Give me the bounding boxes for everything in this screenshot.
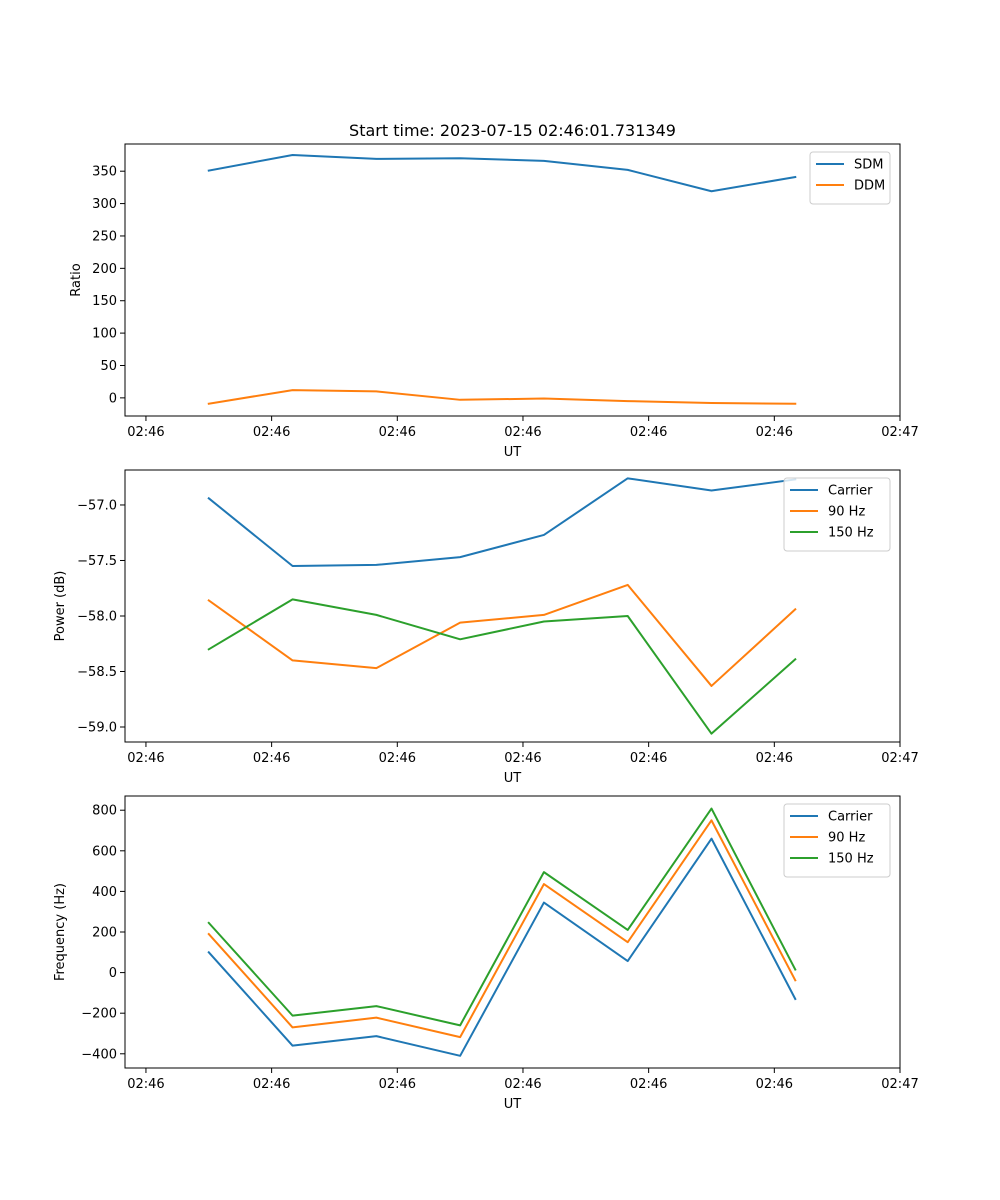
y-tick-label: −57.5 (77, 554, 117, 569)
legend-label: 150 Hz (828, 526, 874, 541)
x-tick-label: 02:46 (756, 751, 793, 766)
chart-panel-3: 02:46 02:46 02:46 02:46 02:46 02:46 02:47 −400 −… (53, 795, 919, 1112)
y-tick-label: −400 (81, 1047, 117, 1062)
y-tick-label: 200 (92, 926, 117, 941)
legend-label: 150 Hz (828, 852, 874, 867)
x-axis-label: UT (504, 445, 522, 460)
x-tick-label: 02:47 (881, 425, 918, 440)
y-tick-label: 100 (92, 327, 117, 342)
y-axis-label: Frequency (Hz) (53, 883, 68, 981)
series-group (207, 154, 797, 405)
legend: Carrier 90 Hz 150 Hz (783, 803, 891, 878)
y-tick-label: 50 (100, 359, 117, 374)
y-tick-label: 200 (92, 262, 117, 277)
x-tick-label: 02:46 (379, 1077, 416, 1092)
y-tick-label: −58.5 (77, 665, 117, 680)
y-tick-label: 800 (92, 804, 117, 819)
series-line-carrier (207, 477, 797, 568)
x-tick-label: 02:46 (756, 425, 793, 440)
y-tick-label: 250 (92, 229, 117, 244)
chart-panel-1: 02:46 02:46 02:46 02:46 02:46 02:46 02:47 0 50 10… (69, 143, 919, 460)
x-tick-label: 02:46 (379, 751, 416, 766)
x-tick-label: 02:47 (881, 1077, 918, 1092)
figure-title: Start time: 2023-07-15 02:46:01.731349 (349, 121, 676, 140)
y-tick-label: −200 (81, 1007, 117, 1022)
y-tick-label: −57.0 (77, 498, 117, 513)
y-tick-label: 150 (92, 294, 117, 309)
y-tick-label: 0 (109, 391, 117, 406)
legend: Carrier 90 Hz 150 Hz (783, 477, 891, 552)
x-tick-label: 02:46 (127, 751, 164, 766)
series-group (207, 807, 797, 1057)
legend-label: SDM (854, 158, 883, 173)
axes-frame (124, 469, 901, 743)
series-line-90-hz (207, 583, 797, 687)
y-axis-label: Power (dB) (53, 571, 68, 642)
y-axis-label: Ratio (69, 263, 84, 296)
y-tick-label: 350 (92, 165, 117, 180)
y-tick-label: 0 (109, 966, 117, 981)
series-group (207, 477, 797, 735)
legend-label: 90 Hz (828, 505, 865, 520)
y-tick-label: 400 (92, 885, 117, 900)
x-tick-label: 02:46 (253, 1077, 290, 1092)
x-tick-label: 02:47 (881, 751, 918, 766)
x-tick-label: 02:46 (630, 1077, 667, 1092)
x-axis-label: UT (504, 771, 522, 786)
x-tick-label: 02:46 (379, 425, 416, 440)
legend-label: Carrier (828, 810, 873, 825)
series-line-90-hz (207, 819, 797, 1039)
x-axis-label: UT (504, 1097, 522, 1112)
y-tick-label: −58.0 (77, 609, 117, 624)
legend: SDM DDM (809, 151, 891, 205)
y-tick-label: 300 (92, 197, 117, 212)
series-line-150-hz (207, 807, 797, 1027)
legend-label: 90 Hz (828, 831, 865, 846)
chart-panel-2: 02:46 02:46 02:46 02:46 02:46 02:46 02:47 −57.0… (53, 469, 919, 786)
x-tick-label: 02:46 (630, 751, 667, 766)
x-tick-label: 02:46 (253, 425, 290, 440)
series-line-sdm (207, 154, 797, 193)
series-line-carrier (207, 837, 797, 1057)
y-tick-label: −59.0 (77, 721, 117, 736)
x-tick-label: 02:46 (504, 425, 541, 440)
legend-label: DDM (854, 179, 885, 194)
axes-frame (124, 143, 901, 417)
series-line-150-hz (207, 598, 797, 735)
y-tick-label: 600 (92, 844, 117, 859)
x-tick-label: 02:46 (756, 1077, 793, 1092)
x-tick-label: 02:46 (127, 1077, 164, 1092)
legend-label: Carrier (828, 484, 873, 499)
x-tick-label: 02:46 (127, 425, 164, 440)
x-tick-label: 02:46 (253, 751, 290, 766)
x-tick-label: 02:46 (504, 1077, 541, 1092)
x-tick-label: 02:46 (504, 751, 541, 766)
series-line-ddm (207, 389, 797, 405)
x-tick-label: 02:46 (630, 425, 667, 440)
